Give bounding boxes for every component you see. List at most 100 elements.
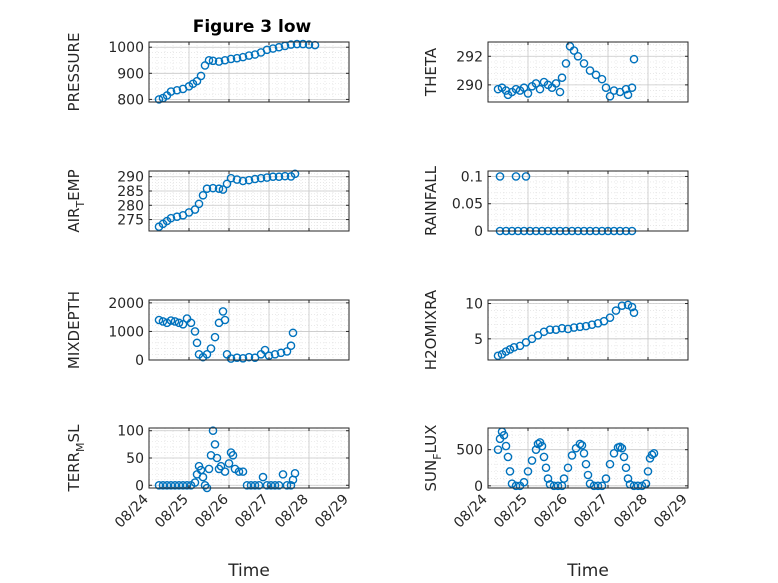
y-label-segment: H2OMIXRA: [422, 289, 440, 370]
data-markers: [154, 39, 320, 104]
data-point: [226, 173, 236, 183]
data-point: [154, 480, 164, 490]
data-point: [605, 459, 615, 469]
data-point: [244, 51, 254, 60]
data-point: [282, 347, 292, 356]
y-tick-label: 800: [117, 92, 144, 108]
axes-box: [487, 41, 689, 103]
plot-area: [488, 171, 688, 231]
subplot-rainfall: 0 0.05 0.1 RAINFALL: [422, 165, 689, 240]
y-tick-label: 5: [474, 332, 483, 348]
data-point: [286, 480, 296, 490]
data-point: [216, 461, 226, 471]
data-point: [615, 442, 625, 452]
data-point: [290, 169, 300, 179]
y-tick-label: 10: [465, 297, 483, 313]
data-point: [493, 445, 503, 454]
y-axis-label: SUNFLUX: [422, 425, 444, 492]
y-label-segment: RAINFALL: [422, 165, 440, 236]
y-tick-label: 0.1: [461, 169, 483, 185]
y-label-subscript: F: [431, 453, 444, 459]
data-point: [202, 349, 212, 359]
axes-box: [148, 170, 350, 232]
data-point: [623, 90, 633, 100]
data-point: [178, 319, 188, 329]
data-point: [210, 440, 220, 449]
data-point: [563, 463, 573, 473]
data-point: [186, 318, 196, 328]
data-point: [557, 323, 567, 333]
data-point: [190, 327, 200, 336]
data-markers: [154, 169, 300, 232]
data-point: [605, 91, 615, 101]
data-point: [270, 480, 280, 490]
subplot-pressure: 800 900 1000 PRESSURE: [65, 33, 350, 112]
data-point: [531, 79, 541, 88]
data-point: [166, 480, 176, 490]
data-point: [505, 467, 515, 476]
data-point: [541, 463, 551, 473]
data-point: [563, 324, 573, 334]
data-point: [292, 39, 302, 49]
data-point: [244, 175, 254, 185]
data-point: [208, 183, 218, 193]
subplot-theta: 290 292 THETA: [422, 41, 689, 103]
y-axis-label: H2OMIXRA: [422, 289, 440, 370]
data-point: [232, 175, 242, 184]
data-point: [258, 472, 268, 482]
y-tick-label: 292: [456, 49, 483, 65]
plot-area: [149, 171, 349, 231]
data-point: [278, 470, 288, 479]
data-point: [643, 467, 653, 476]
data-point: [214, 57, 224, 66]
data-point: [535, 84, 545, 94]
data-point: [585, 66, 595, 75]
data-point: [583, 470, 593, 480]
data-point: [589, 481, 599, 491]
data-point: [611, 306, 621, 315]
data-point: [519, 83, 529, 93]
y-label-segment: PRESSURE: [65, 33, 83, 112]
x-axis-label: Time: [566, 561, 609, 581]
data-point: [511, 84, 521, 94]
data-point: [206, 344, 216, 353]
data-point: [224, 459, 234, 468]
y-tick-label: 2000: [108, 296, 144, 312]
data-point: [276, 348, 286, 358]
data-point: [553, 481, 563, 491]
data-point: [551, 79, 561, 88]
data-point: [198, 190, 208, 200]
data-point: [575, 439, 585, 449]
data-point: [208, 56, 218, 66]
y-label-segment: MIXDEPTH: [65, 291, 83, 369]
data-point: [170, 317, 180, 326]
data-point: [174, 480, 184, 490]
data-point: [242, 480, 252, 490]
data-point: [154, 95, 164, 104]
data-markers: [493, 300, 639, 361]
data-point: [531, 445, 541, 454]
data-point: [208, 426, 218, 436]
data-point: [182, 480, 192, 490]
data-point: [286, 40, 296, 49]
data-point: [200, 61, 210, 70]
data-point: [575, 322, 585, 332]
data-point: [555, 87, 565, 97]
data-point: [617, 443, 627, 453]
data-point: [166, 316, 176, 325]
y-label-segment: SL: [65, 424, 83, 443]
data-point: [204, 464, 214, 474]
data-point: [304, 40, 314, 49]
data-point: [190, 478, 200, 487]
y-tick-label: 1000: [108, 324, 144, 340]
data-point: [250, 174, 260, 184]
data-point: [270, 349, 280, 359]
data-point: [605, 313, 615, 322]
data-point: [617, 301, 627, 310]
data-point: [262, 45, 272, 55]
data-point: [262, 173, 272, 182]
y-tick-label: 50: [126, 451, 144, 467]
data-point: [593, 481, 603, 491]
data-point: [194, 199, 204, 209]
